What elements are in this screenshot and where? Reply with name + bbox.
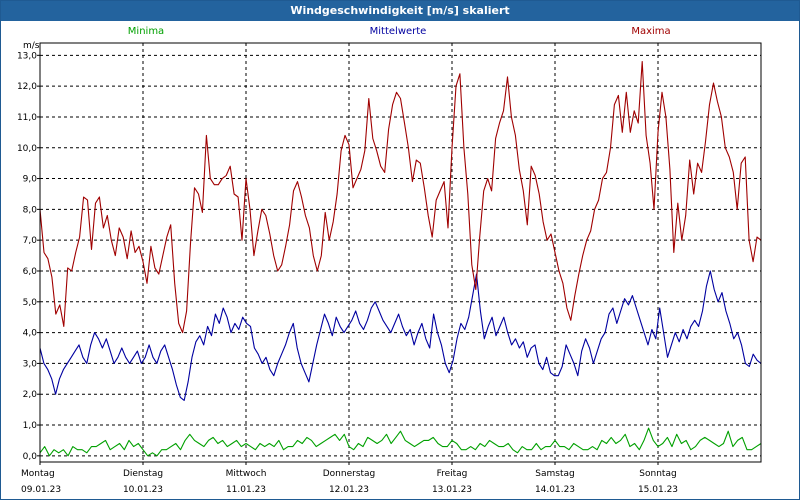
x-tick-date: 14.01.23 — [535, 485, 575, 495]
legend-mittelwerte: Mittelwerte — [370, 26, 427, 37]
y-tick-label: 3,0 — [23, 359, 38, 369]
x-tick-day: Dienstag — [123, 469, 163, 479]
x-tick-date: 15.01.23 — [638, 485, 678, 495]
x-tick-date: 11.01.23 — [226, 485, 266, 495]
chart-title: Windgeschwindigkeit [m/s] skaliert — [1, 1, 799, 21]
plot-area — [39, 42, 762, 463]
y-axis-unit: m/s — [23, 41, 40, 51]
x-tick-day: Montag — [21, 469, 55, 479]
wind-speed-chart: Minima Mittelwerte Maxima m/s 0,0 1,0 2,0 3… — [17, 26, 762, 495]
x-tick-day: Donnerstag — [323, 469, 376, 479]
y-axis: 0,0 1,0 2,0 3,0 4,0 5,0 6,0 7,0 8,0 9,0 10,0 11,0 12… — [17, 51, 40, 462]
y-tick-label: 10,0 — [17, 144, 37, 154]
y-tick-label: 5,0 — [23, 298, 38, 308]
series-lines — [39, 60, 762, 457]
legend-maxima: Maxima — [631, 26, 670, 37]
y-tick-label: 11,0 — [17, 113, 37, 123]
x-tick-day: Freitag — [437, 469, 468, 479]
x-tick-date: 12.01.23 — [329, 485, 369, 495]
y-tick-label: 8,0 — [23, 205, 38, 215]
y-tick-label: 9,0 — [23, 175, 38, 185]
y-tick-label: 13,0 — [17, 51, 37, 61]
y-tick-label: 0,0 — [23, 452, 38, 462]
x-tick-date: 13.01.23 — [432, 485, 472, 495]
legend-minima: Minima — [128, 26, 164, 37]
series-line-max — [39, 60, 762, 334]
y-tick-label: 4,0 — [23, 329, 38, 339]
y-tick-label: 7,0 — [23, 236, 38, 246]
grid-lines — [40, 43, 761, 462]
y-tick-label: 1,0 — [23, 421, 38, 431]
x-tick-day: Samstag — [535, 469, 574, 479]
x-tick-date: 09.01.23 — [21, 485, 61, 495]
y-tick-label: 6,0 — [23, 267, 38, 277]
y-tick-label: 12,0 — [17, 82, 37, 92]
series-line-mean — [39, 270, 762, 401]
y-tick-label: 2,0 — [23, 390, 38, 400]
x-tick-day: Sonntag — [639, 469, 676, 479]
x-tick-date: 10.01.23 — [123, 485, 163, 495]
x-axis: Montag 09.01.23 Dienstag 10.01.23 Mittwoch 11… — [21, 462, 678, 495]
series-line-min — [39, 427, 762, 457]
x-tick-day: Mittwoch — [226, 469, 267, 479]
